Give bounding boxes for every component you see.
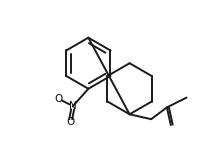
Text: O: O bbox=[55, 94, 63, 104]
Text: N: N bbox=[69, 101, 77, 111]
Text: O: O bbox=[67, 117, 75, 127]
